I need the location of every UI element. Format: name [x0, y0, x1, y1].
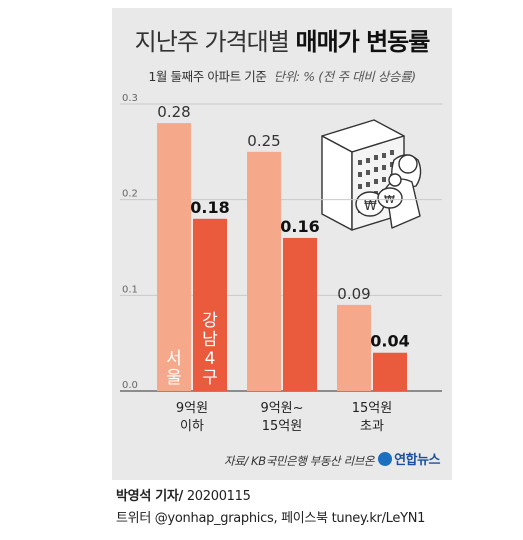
chart-panel: 지난주 가격대별 매매가 변동률 1월 둘째주 아파트 기준 단위: % (전 …	[112, 8, 452, 480]
bar-gangnam-2	[373, 352, 407, 391]
bar-seoul-1	[247, 151, 281, 391]
subtitle-text: 1월 둘째주 아파트 기준	[148, 69, 267, 84]
x-tick-label: 이하	[180, 419, 204, 434]
x-tick-label: 15억원	[352, 401, 392, 416]
data-label: 0.04	[370, 332, 409, 351]
data-label: 0.16	[280, 217, 319, 236]
y-tick-label: 0.1	[122, 284, 138, 295]
data-label: 0.09	[337, 285, 370, 303]
chart-subtitle: 1월 둘째주 아파트 기준 단위: % (전 주 대비 상승률)	[112, 66, 452, 85]
series-label-char: 구	[202, 368, 218, 388]
title-bold: 매매가 변동률	[295, 28, 431, 56]
y-tick-label: 0.3	[122, 93, 138, 104]
series-label-char: 강	[202, 311, 218, 331]
x-tick-label: 9억원~	[260, 401, 303, 416]
byline-date: 20200115	[186, 489, 251, 504]
byline-name: 박영석 기자/	[116, 489, 183, 504]
y-tick-label: 0.2	[122, 189, 138, 200]
series-label-char: 울	[166, 368, 182, 388]
yonhap-logo-icon	[378, 452, 393, 466]
data-label: 0.25	[247, 132, 280, 150]
series-label-char: 4	[205, 349, 216, 369]
series-label-char: 남	[202, 330, 218, 350]
yonhap-logo: 연합뉴스	[378, 449, 440, 468]
x-tick-label: 9억원	[176, 401, 208, 416]
series-label-char: 서	[166, 349, 182, 369]
bar-seoul-0	[157, 123, 191, 391]
y-tick-label: 0.0	[122, 380, 138, 391]
bar-gangnam-0	[193, 218, 227, 391]
source-note: 자료/ KB국민은행 부동산 리브온	[223, 454, 374, 468]
x-tick-label: 15억원	[262, 419, 302, 434]
chart-title: 지난주 가격대별 매매가 변동률	[112, 22, 452, 57]
bar-gangnam-1	[283, 237, 317, 391]
bar-seoul-2	[337, 304, 371, 391]
unit-note: 단위: % (전 주 대비 상승률)	[273, 69, 416, 84]
logo-text: 연합뉴스	[394, 453, 440, 468]
data-label: 0.18	[190, 198, 229, 217]
title-light: 지난주 가격대별	[134, 28, 290, 56]
x-tick-label: 초과	[360, 419, 384, 434]
byline: 박영석 기자/ 20200115	[116, 485, 251, 504]
svg-text:₩: ₩	[364, 199, 377, 214]
social-credit: 트위터 @yonhap_graphics, 페이스북 tuney.kr/LeYN…	[116, 511, 426, 526]
apartment-illustration-icon: ₩ ₩	[321, 119, 422, 231]
data-label: 0.28	[157, 103, 190, 121]
